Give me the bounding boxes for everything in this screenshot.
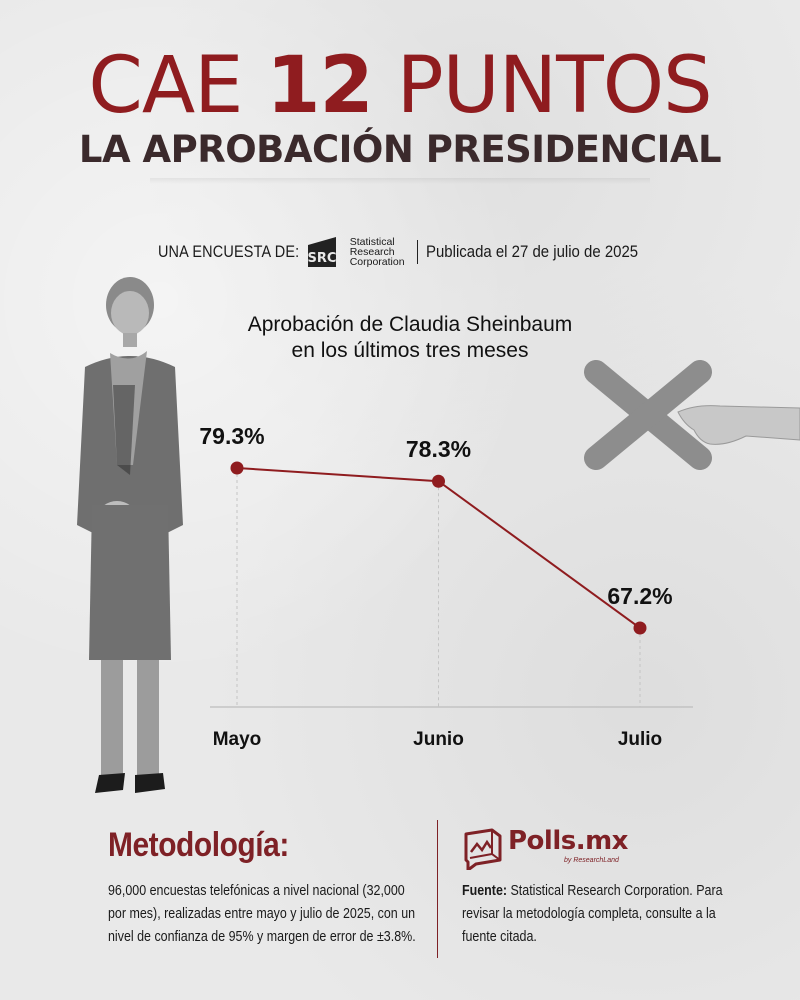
headline-pre: CAE <box>88 41 267 131</box>
x-tick-label-mayo: Mayo <box>213 729 262 750</box>
source-text: Statistical Research Corporation. Para r… <box>462 883 723 945</box>
headline-number: 12 <box>266 41 374 131</box>
person-image <box>77 277 183 793</box>
svg-text:SRC: SRC <box>307 251 336 266</box>
polls-logo-icon <box>464 828 502 870</box>
value-label-junio: 78.3% <box>406 436 471 462</box>
src-line2: Research <box>349 246 395 258</box>
headline: CAE 12 PUNTOS <box>0 44 800 128</box>
hand-icon <box>677 405 800 445</box>
publication-date: Publicada el 27 de julio de 2025 <box>425 242 638 261</box>
subheadline: LA APROBACIÓN PRESIDENCIAL <box>78 128 722 171</box>
byline: UNA ENCUESTA DE: SRC Statistical Researc… <box>0 232 800 272</box>
data-point-mayo <box>230 461 244 475</box>
source-note: Fuente: Statistical Research Corporation… <box>462 880 737 949</box>
polls-brand-sub: by ResearchLand <box>564 857 619 864</box>
footer-divider <box>437 820 438 958</box>
data-point-julio <box>633 621 647 635</box>
methodology-title: Metodología: <box>108 826 289 864</box>
x-tick-label-junio: Junio <box>413 729 464 750</box>
polls-brand: Polls.mx <box>508 826 628 856</box>
chart-title: Aprobación de Claudia Sheinbaum en los ú… <box>200 312 620 364</box>
methodology-body: 96,000 encuestas telefónicas a nivel nac… <box>108 883 416 945</box>
value-label-mayo: 79.3% <box>199 423 264 449</box>
byline-separator <box>416 240 418 264</box>
value-label-julio: 67.2% <box>607 583 672 609</box>
header-divider <box>150 178 650 184</box>
headline-post: PUNTOS <box>372 41 713 131</box>
byline-intro: UNA ENCUESTA DE: <box>158 242 300 261</box>
x-mark-icon <box>584 360 712 470</box>
src-line3: Corporation <box>349 256 405 268</box>
chart-title-line1: Aprobación de Claudia Sheinbaum <box>247 313 573 336</box>
data-point-junio <box>432 474 445 488</box>
chart-title-line2: en los últimos tres meses <box>291 339 529 362</box>
x-tick-label-julio: Julio <box>618 729 662 750</box>
src-line1: Statistical <box>349 236 395 248</box>
source-label: Fuente: <box>462 883 508 899</box>
src-logo-text: Statistical Research Corporation <box>349 236 405 268</box>
src-logo-icon: SRC <box>306 235 346 269</box>
